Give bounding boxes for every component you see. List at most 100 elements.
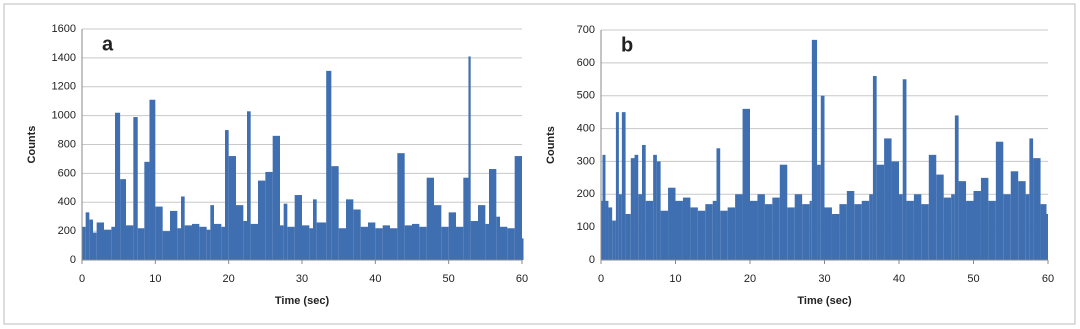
bar bbox=[155, 206, 163, 260]
bar bbox=[1003, 194, 1011, 260]
bar bbox=[809, 200, 812, 260]
bar bbox=[126, 225, 134, 260]
bar bbox=[236, 205, 244, 260]
y-tick-label: 200 bbox=[58, 225, 76, 237]
bar bbox=[470, 221, 478, 260]
panel-label: b bbox=[621, 34, 633, 56]
bar bbox=[485, 223, 489, 260]
bar bbox=[478, 205, 486, 260]
bar bbox=[426, 177, 434, 260]
bar bbox=[177, 228, 181, 260]
bar bbox=[602, 154, 606, 260]
bar bbox=[468, 56, 471, 261]
x-tick-label: 60 bbox=[1042, 273, 1054, 285]
bar bbox=[456, 226, 464, 260]
bar bbox=[980, 177, 989, 260]
bar bbox=[936, 174, 944, 260]
x-tick-label: 40 bbox=[369, 273, 381, 285]
bar bbox=[258, 180, 266, 260]
y-tick-label: 1600 bbox=[52, 23, 76, 35]
bar bbox=[638, 194, 642, 260]
bar bbox=[625, 214, 631, 260]
y-tick-label: 1200 bbox=[52, 81, 76, 93]
x-axis-title: Time (sec) bbox=[797, 295, 852, 307]
bar bbox=[1029, 138, 1034, 260]
y-tick-label: 500 bbox=[577, 90, 595, 102]
bar bbox=[309, 228, 313, 260]
bar bbox=[727, 207, 736, 260]
bar bbox=[653, 154, 657, 260]
bar bbox=[346, 199, 354, 260]
bar bbox=[608, 207, 613, 260]
bar bbox=[338, 228, 346, 260]
bar bbox=[250, 223, 258, 260]
bar bbox=[660, 210, 669, 260]
bar bbox=[89, 219, 93, 260]
y-tick-label: 300 bbox=[577, 155, 595, 167]
bar bbox=[353, 209, 361, 260]
bar bbox=[601, 200, 603, 260]
bar bbox=[634, 154, 639, 260]
bar bbox=[954, 115, 959, 260]
bar bbox=[764, 204, 773, 260]
bar bbox=[811, 39, 818, 260]
bar bbox=[331, 166, 339, 260]
bar bbox=[641, 145, 646, 260]
bar bbox=[1010, 171, 1019, 260]
x-tick-label: 20 bbox=[744, 273, 756, 285]
bar bbox=[199, 226, 207, 260]
bar bbox=[645, 200, 654, 260]
bar bbox=[283, 203, 288, 260]
bar bbox=[500, 226, 508, 260]
y-tick-label: 200 bbox=[577, 188, 595, 200]
bar bbox=[716, 148, 721, 260]
bar bbox=[750, 200, 758, 260]
bar bbox=[144, 161, 150, 260]
bar bbox=[507, 228, 515, 260]
bar bbox=[720, 210, 728, 260]
frame bbox=[3, 3, 1076, 325]
bar bbox=[382, 225, 390, 260]
bar bbox=[375, 228, 383, 260]
y-tick-label: 400 bbox=[577, 122, 595, 134]
x-tick-label: 30 bbox=[818, 273, 830, 285]
bar bbox=[876, 164, 885, 260]
bar bbox=[287, 226, 295, 260]
bar bbox=[162, 231, 170, 260]
bar bbox=[690, 207, 698, 260]
bar bbox=[1033, 158, 1041, 260]
bar bbox=[463, 177, 469, 260]
bar bbox=[712, 200, 717, 260]
bar bbox=[115, 112, 121, 260]
bar bbox=[149, 99, 156, 261]
x-tick-label: 60 bbox=[516, 273, 528, 285]
bar bbox=[280, 225, 284, 260]
bar bbox=[951, 194, 955, 260]
x-tick-label: 0 bbox=[79, 273, 85, 285]
bar bbox=[668, 187, 676, 260]
bar bbox=[869, 194, 873, 260]
bar bbox=[247, 111, 251, 260]
bar bbox=[906, 200, 914, 260]
bar bbox=[682, 197, 691, 260]
bar bbox=[995, 141, 1004, 260]
x-tick-label: 10 bbox=[149, 273, 161, 285]
y-tick-label: 0 bbox=[70, 254, 76, 266]
bar bbox=[170, 210, 178, 260]
bar bbox=[966, 200, 974, 260]
bar bbox=[928, 154, 937, 260]
bar bbox=[181, 196, 185, 260]
bar bbox=[973, 191, 981, 260]
bar bbox=[854, 204, 862, 260]
y-tick-label: 0 bbox=[589, 254, 595, 266]
y-axis-title: Counts bbox=[545, 126, 557, 164]
bar bbox=[824, 207, 832, 260]
bar bbox=[612, 220, 616, 260]
x-tick-label: 20 bbox=[223, 273, 235, 285]
bar bbox=[96, 222, 104, 260]
bar bbox=[861, 200, 870, 260]
bar bbox=[817, 164, 821, 260]
bar bbox=[1025, 194, 1030, 260]
bar bbox=[779, 164, 788, 260]
bar bbox=[368, 222, 376, 260]
